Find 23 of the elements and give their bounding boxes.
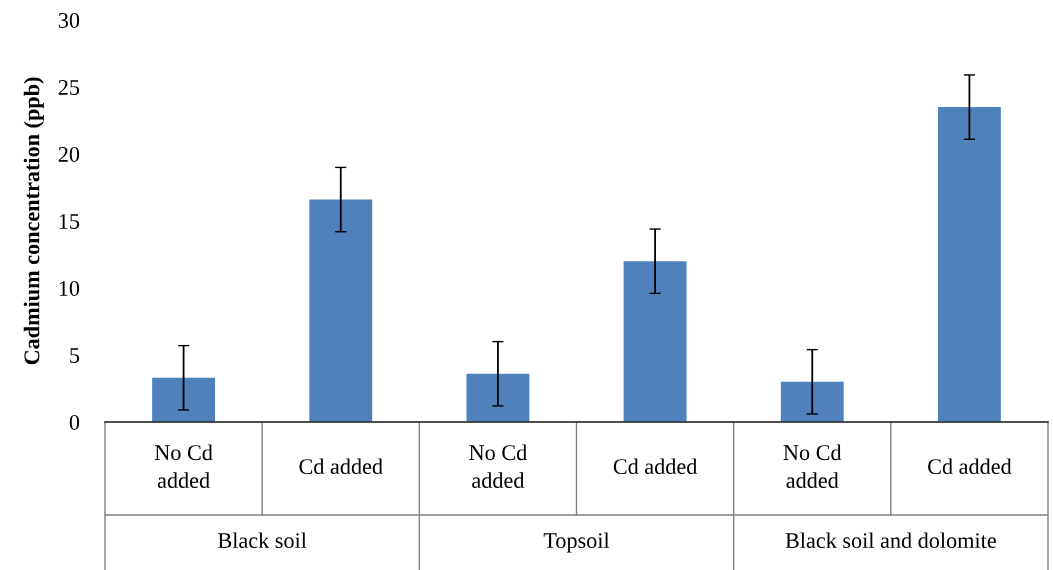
y-tick-label: 10	[59, 280, 80, 296]
text: Topsoil	[543, 532, 610, 553]
x-tick-label: No Cd added	[469, 444, 527, 488]
text: Black soil	[218, 532, 307, 549]
bar	[623, 261, 687, 422]
bar	[309, 199, 373, 422]
bar	[152, 377, 216, 422]
y-tick-label: 20	[58, 146, 80, 162]
x-tick-label: Cd added	[299, 458, 383, 475]
text: Black soil and dolomite	[785, 532, 996, 549]
x-tick-label: Cd added	[928, 458, 1012, 475]
y-tick-label: 5	[70, 348, 80, 363]
bar	[937, 107, 1001, 422]
bar	[780, 381, 844, 422]
x-tick-label: No Cd added	[783, 444, 842, 488]
bar	[466, 373, 530, 422]
y-tick-label: 30	[58, 12, 80, 28]
x-tick-label: Cd added	[613, 458, 698, 475]
y-tick-label: 25	[58, 79, 80, 95]
y-tick-label: 15	[59, 214, 80, 229]
x-tick-label: No Cd added	[154, 444, 213, 488]
y-axis-title: Cadmium concentration (ppb)	[23, 77, 44, 365]
y-tick-label: 0	[69, 414, 80, 430]
